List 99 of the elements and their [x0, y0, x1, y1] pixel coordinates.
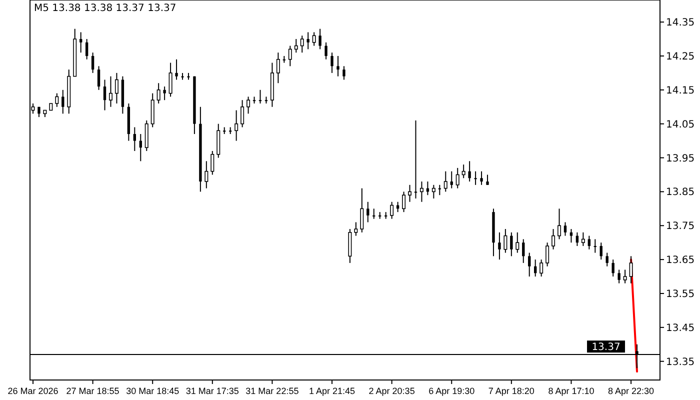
candlestick	[300, 35, 304, 54]
x-tick-label: 26 Mar 2026	[8, 386, 58, 396]
candlestick	[240, 100, 244, 128]
candlestick	[432, 184, 436, 199]
candlestick	[114, 72, 118, 104]
candlestick	[348, 228, 352, 264]
candlestick	[540, 259, 544, 278]
candlestick	[600, 242, 602, 260]
candlestick	[354, 222, 358, 236]
candlestick	[414, 120, 418, 199]
chart-title: M5 13.38 13.38 13.37 13.37	[34, 3, 176, 14]
candlestick	[486, 174, 489, 186]
candlestick	[306, 32, 310, 50]
candlestick	[516, 232, 520, 254]
candlestick	[623, 269, 627, 284]
candlestick	[150, 92, 154, 128]
candlestick	[504, 228, 508, 254]
y-tick-label: 13.45	[666, 322, 695, 334]
candlestick	[360, 188, 364, 233]
candlestick	[438, 184, 441, 196]
x-tick-label: 8 Apr 22:30	[608, 386, 654, 396]
candlestick	[342, 66, 346, 80]
x-tick-label: 31 Mar 22:55	[246, 386, 299, 396]
candlestick	[612, 259, 614, 278]
x-tick-label: 8 Apr 17:10	[548, 386, 594, 396]
candlestick	[55, 92, 59, 108]
candlestick	[144, 120, 148, 152]
candlestick	[318, 28, 322, 50]
candlestick	[456, 167, 460, 189]
candlestick	[528, 252, 531, 278]
x-tick-label: 2 Apr 20:35	[368, 386, 415, 396]
y-tick-label: 14.25	[666, 51, 695, 62]
candlestick	[91, 52, 94, 74]
candlestick	[522, 238, 525, 264]
candlestick	[390, 201, 394, 220]
candlestick	[175, 58, 178, 80]
candlestick	[294, 38, 298, 54]
candlestick	[606, 252, 608, 267]
y-tick-label: 13.65	[666, 255, 695, 266]
candlestick	[444, 170, 448, 192]
candlestick	[474, 170, 477, 186]
y-tick-label: 14.35	[666, 18, 695, 29]
candlestick	[588, 235, 591, 250]
candlestick	[85, 38, 88, 60]
x-tick-label: 1 Apr 21:45	[308, 386, 356, 396]
candlestick	[234, 110, 238, 142]
candlestick	[468, 160, 471, 182]
x-tick-label: 27 Mar 18:55	[66, 386, 120, 396]
candlestick	[168, 62, 172, 98]
y-tick-label: 13.55	[666, 288, 695, 300]
candlestick	[330, 52, 334, 74]
candlestick	[62, 89, 64, 114]
candlestick	[570, 228, 573, 244]
y-tick-label: 13.75	[666, 221, 695, 232]
candlestick	[79, 32, 82, 54]
candlestick	[246, 96, 250, 114]
candlestick	[210, 150, 214, 176]
candlestick	[156, 82, 160, 104]
y-tick-label: 13.95	[666, 153, 695, 164]
candlestick	[402, 191, 406, 213]
candlestick	[366, 201, 370, 223]
candlestick	[480, 170, 483, 186]
candlestick	[97, 66, 100, 90]
candlestick	[581, 232, 585, 246]
candlestick	[618, 269, 620, 284]
candlestick	[372, 208, 376, 220]
candlestick	[204, 160, 208, 189]
candlestick	[450, 170, 453, 189]
candlestick	[133, 126, 136, 152]
candlestick	[629, 256, 633, 284]
candlestick	[103, 79, 106, 111]
candlestick	[408, 184, 412, 202]
candlestick	[462, 164, 466, 179]
candlestick	[510, 232, 513, 257]
x-tick-label: 7 Apr 18:20	[488, 386, 534, 396]
candlestick	[288, 45, 292, 67]
y-tick-label: 13.85	[666, 187, 695, 198]
candlestick	[108, 76, 112, 108]
ref-line-label: 13.37	[592, 342, 620, 354]
candlestick	[546, 242, 550, 267]
x-tick-label: 30 Mar 18:45	[126, 386, 180, 396]
candlestick	[312, 32, 316, 46]
candlestick	[216, 123, 220, 158]
candlestick	[163, 86, 166, 101]
candlestick	[558, 208, 562, 240]
y-tick-label: 13.35	[666, 356, 695, 368]
y-tick-label: 14.15	[666, 85, 695, 96]
x-tick-label: 31 Mar 17:35	[186, 386, 239, 396]
x-tick-label: 6 Apr 19:30	[428, 386, 475, 396]
candlestick	[594, 238, 596, 254]
candlestick	[276, 52, 280, 84]
candlestick	[498, 232, 501, 260]
y-tick-label: 14.05	[666, 119, 695, 130]
candlestick	[258, 89, 262, 104]
candlestick	[336, 55, 340, 77]
candlestick	[552, 228, 556, 250]
candlestick	[324, 42, 328, 60]
candlestick	[564, 222, 567, 236]
candlestick	[420, 181, 424, 202]
